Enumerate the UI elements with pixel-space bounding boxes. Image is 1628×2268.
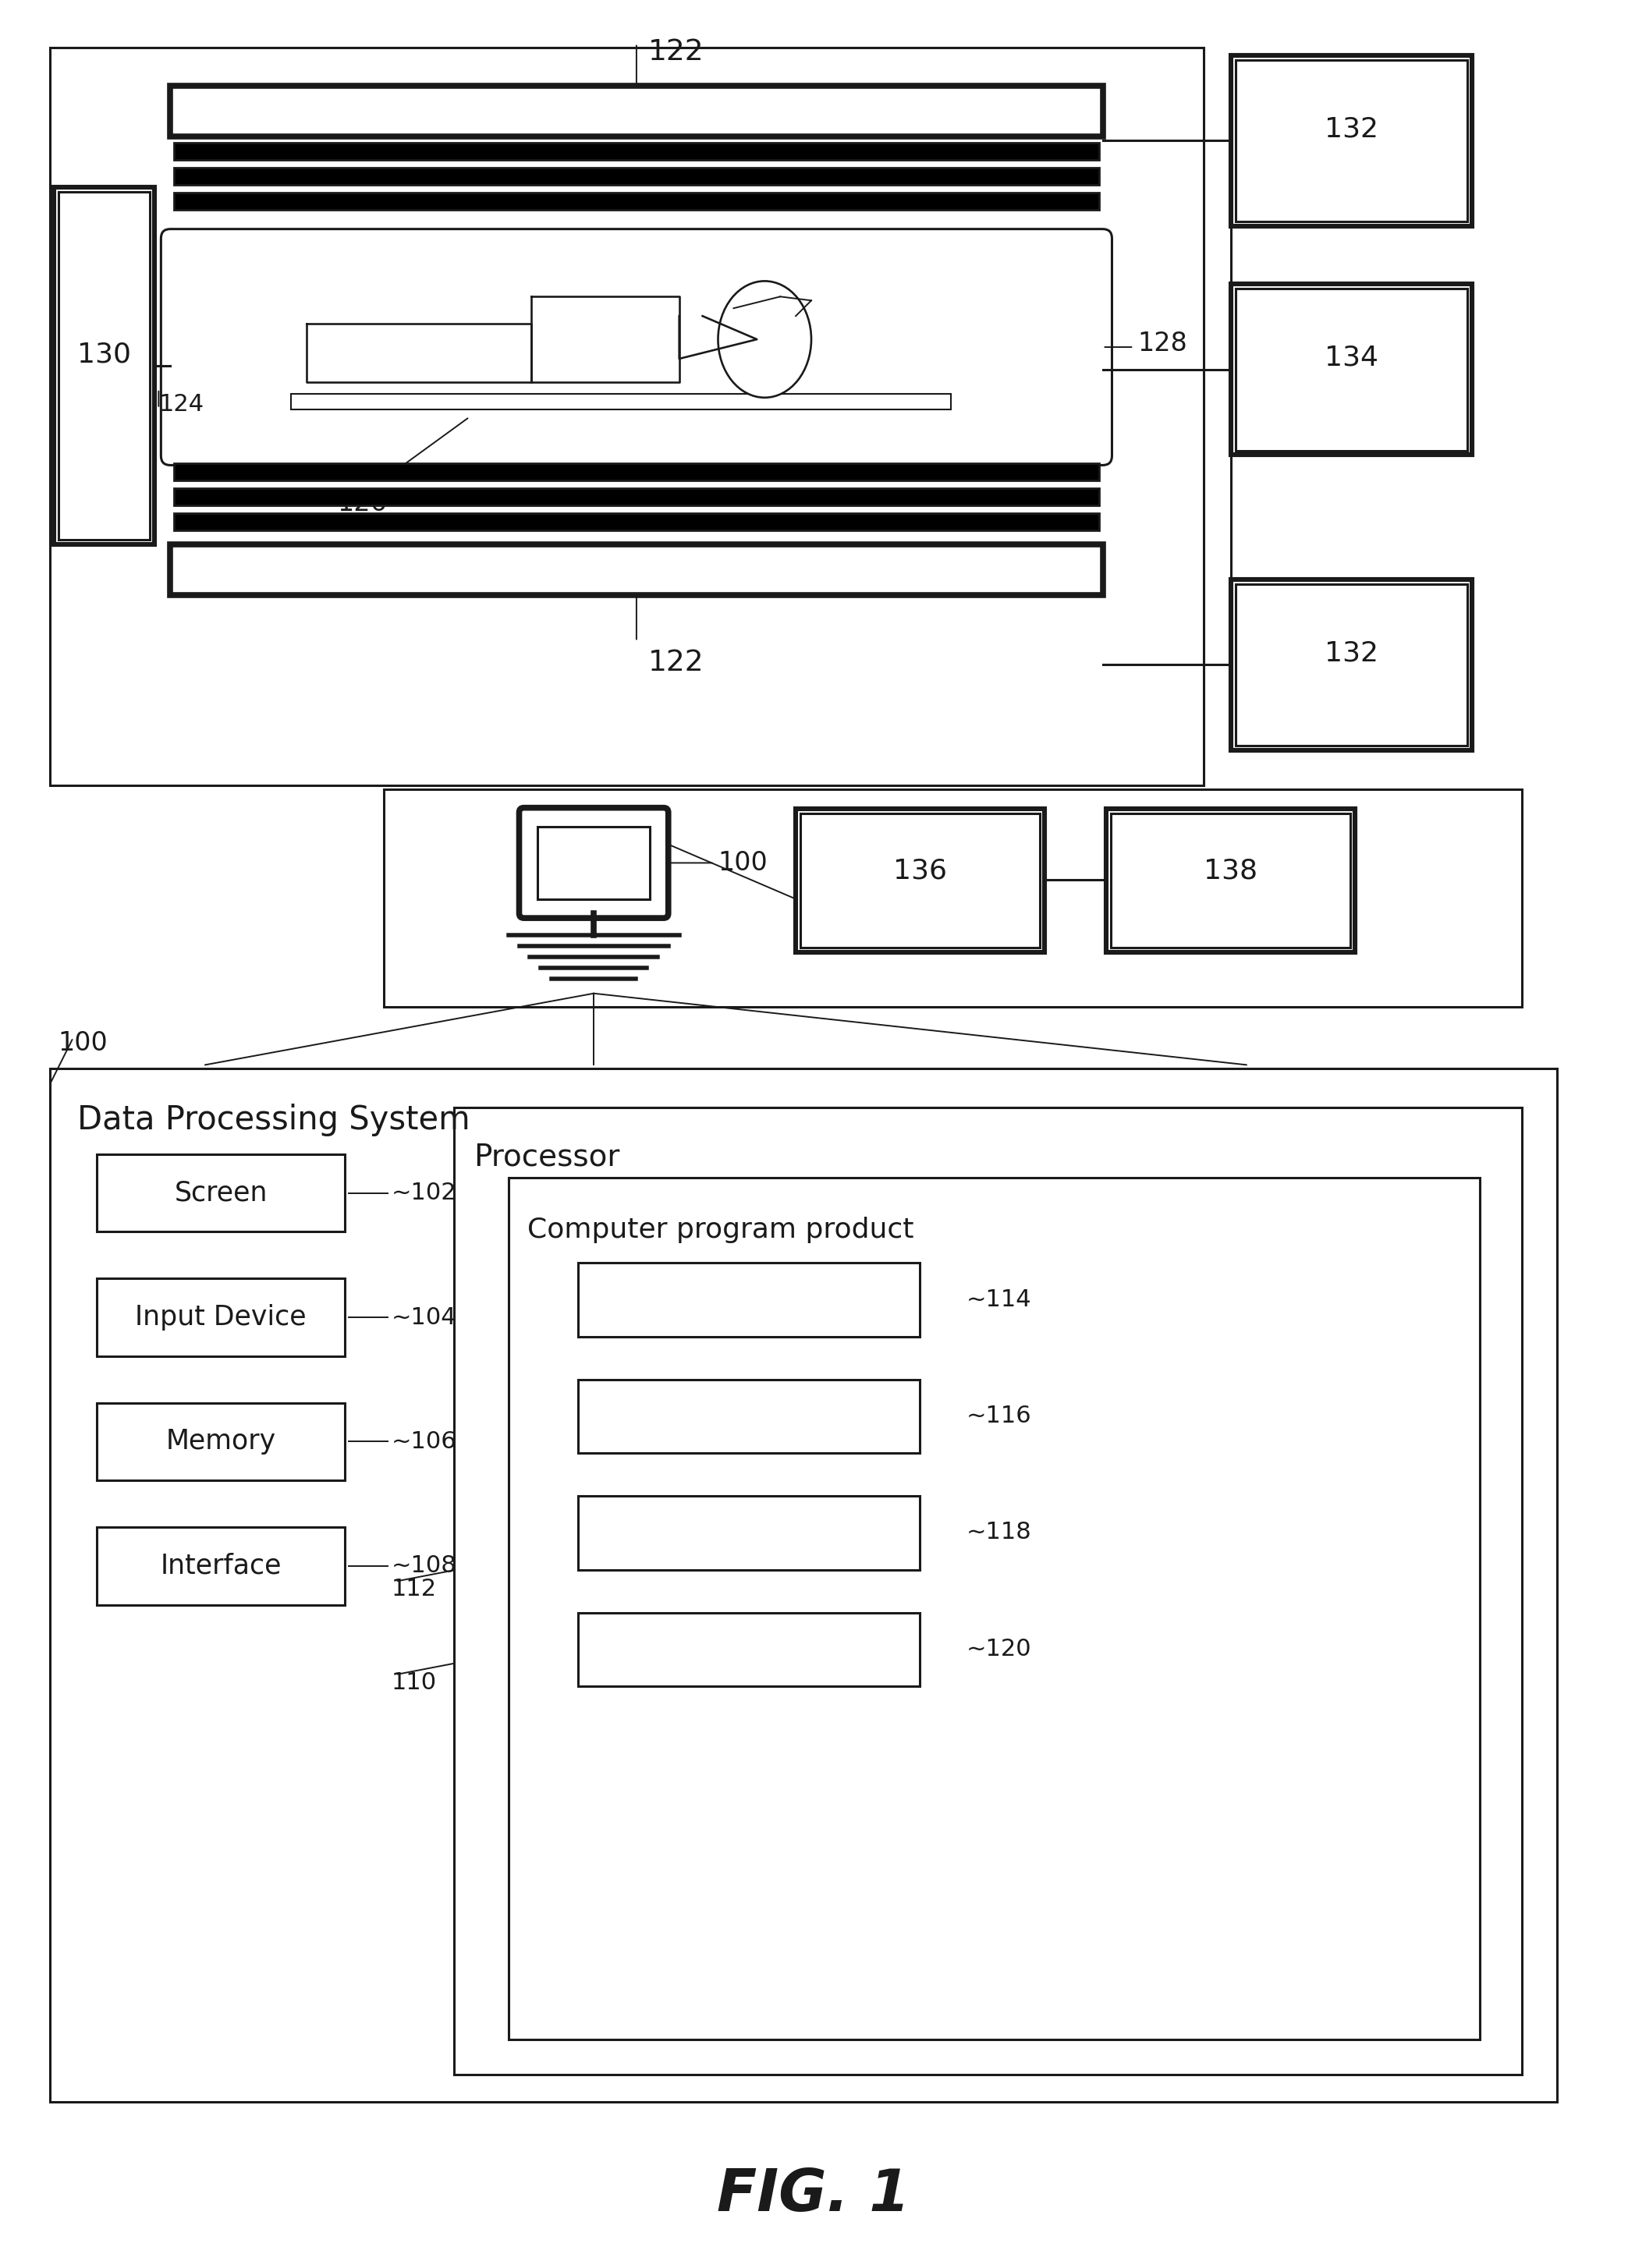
Polygon shape bbox=[306, 324, 532, 381]
Text: 100: 100 bbox=[57, 1030, 107, 1055]
Text: 130: 130 bbox=[78, 340, 132, 367]
Text: ~118: ~118 bbox=[967, 1522, 1032, 1545]
Text: 112: 112 bbox=[392, 1579, 436, 1601]
Text: 100: 100 bbox=[718, 850, 768, 875]
Bar bbox=[578, 1263, 920, 1336]
Text: ~108: ~108 bbox=[392, 1554, 457, 1576]
Text: ~106: ~106 bbox=[392, 1431, 457, 1454]
Bar bbox=[1107, 807, 1354, 953]
Text: 126: 126 bbox=[337, 490, 387, 517]
Bar bbox=[796, 807, 1045, 953]
Bar bbox=[50, 1068, 1556, 2102]
Bar bbox=[1236, 288, 1467, 451]
Bar bbox=[454, 1107, 1522, 2075]
Bar bbox=[50, 48, 1203, 785]
Text: Computer program product: Computer program product bbox=[527, 1216, 915, 1243]
Bar bbox=[291, 395, 951, 408]
Bar bbox=[96, 1404, 345, 1481]
Text: 110: 110 bbox=[392, 1672, 436, 1694]
Bar bbox=[96, 1526, 345, 1606]
Text: Data Acquisition: Data Acquisition bbox=[638, 1286, 860, 1313]
Bar bbox=[1231, 54, 1472, 227]
Text: FIG. 1: FIG. 1 bbox=[716, 2166, 910, 2223]
Text: Input Device: Input Device bbox=[135, 1304, 306, 1331]
Bar bbox=[578, 1613, 920, 1687]
Bar bbox=[384, 789, 1522, 1007]
Text: Memory: Memory bbox=[166, 1429, 275, 1454]
Text: 136: 136 bbox=[894, 857, 947, 885]
Bar bbox=[1231, 284, 1472, 456]
Bar bbox=[174, 513, 1099, 531]
Text: Data Analysis: Data Analysis bbox=[656, 1402, 842, 1429]
Text: ~116: ~116 bbox=[967, 1404, 1032, 1427]
Text: ~104: ~104 bbox=[392, 1306, 457, 1329]
Polygon shape bbox=[532, 297, 679, 381]
Text: 128: 128 bbox=[1138, 331, 1187, 356]
Bar bbox=[578, 1379, 920, 1454]
Ellipse shape bbox=[718, 281, 811, 397]
Bar bbox=[1112, 814, 1351, 948]
Text: ~120: ~120 bbox=[967, 1637, 1032, 1660]
Bar bbox=[578, 1497, 920, 1569]
Bar bbox=[171, 544, 1102, 594]
Text: 122: 122 bbox=[648, 39, 703, 66]
FancyBboxPatch shape bbox=[519, 807, 669, 919]
Bar bbox=[174, 143, 1099, 159]
Bar bbox=[1231, 578, 1472, 751]
Text: 122: 122 bbox=[648, 649, 703, 678]
Bar bbox=[171, 86, 1102, 136]
Text: 138: 138 bbox=[1203, 857, 1258, 885]
Bar bbox=[1236, 59, 1467, 222]
Text: ~102: ~102 bbox=[392, 1182, 457, 1204]
Bar bbox=[801, 814, 1040, 948]
Text: 134: 134 bbox=[1324, 345, 1379, 372]
Bar bbox=[174, 463, 1099, 481]
Bar bbox=[537, 826, 650, 900]
Text: Screen: Screen bbox=[174, 1179, 267, 1207]
Text: Data Processing System: Data Processing System bbox=[77, 1105, 470, 1136]
Polygon shape bbox=[679, 315, 757, 358]
Bar bbox=[96, 1279, 345, 1356]
Bar bbox=[96, 1154, 345, 1232]
Bar bbox=[174, 193, 1099, 209]
Text: 132: 132 bbox=[1324, 640, 1379, 667]
Bar bbox=[1236, 585, 1467, 746]
Bar bbox=[174, 168, 1099, 184]
Bar bbox=[59, 193, 150, 540]
Text: Quality monitoring: Quality monitoring bbox=[622, 1635, 876, 1662]
Bar bbox=[54, 186, 155, 544]
Bar bbox=[174, 488, 1099, 506]
Text: Motion Correction: Motion Correction bbox=[628, 1520, 869, 1547]
Text: ~114: ~114 bbox=[967, 1288, 1032, 1311]
FancyBboxPatch shape bbox=[161, 229, 1112, 465]
Text: 132: 132 bbox=[1324, 116, 1379, 143]
Text: 124: 124 bbox=[158, 392, 204, 415]
Text: Interface: Interface bbox=[160, 1554, 282, 1579]
Bar bbox=[508, 1177, 1480, 2039]
Text: Processor: Processor bbox=[474, 1143, 620, 1173]
